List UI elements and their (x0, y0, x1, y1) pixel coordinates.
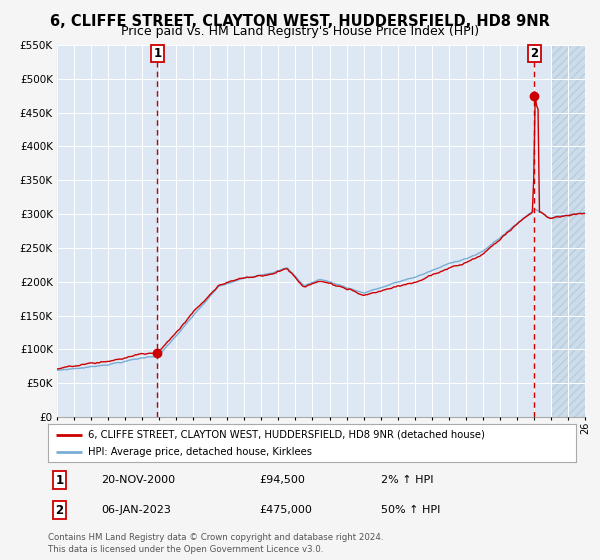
Text: 50% ↑ HPI: 50% ↑ HPI (380, 505, 440, 515)
Text: 20-NOV-2000: 20-NOV-2000 (101, 475, 175, 486)
Text: 2: 2 (56, 504, 64, 517)
Text: 6, CLIFFE STREET, CLAYTON WEST, HUDDERSFIELD, HD8 9NR: 6, CLIFFE STREET, CLAYTON WEST, HUDDERSF… (50, 14, 550, 29)
Text: £94,500: £94,500 (259, 475, 305, 486)
Text: 06-JAN-2023: 06-JAN-2023 (101, 505, 170, 515)
Text: Contains HM Land Registry data © Crown copyright and database right 2024.
This d: Contains HM Land Registry data © Crown c… (48, 533, 383, 554)
Text: 1: 1 (56, 474, 64, 487)
Text: 2% ↑ HPI: 2% ↑ HPI (380, 475, 433, 486)
Text: 1: 1 (154, 46, 161, 60)
Text: 6, CLIFFE STREET, CLAYTON WEST, HUDDERSFIELD, HD8 9NR (detached house): 6, CLIFFE STREET, CLAYTON WEST, HUDDERSF… (88, 430, 484, 440)
Bar (551, 45, 585, 417)
Text: 2: 2 (530, 46, 538, 60)
Bar (551, 45, 585, 417)
Text: HPI: Average price, detached house, Kirklees: HPI: Average price, detached house, Kirk… (88, 447, 311, 458)
Text: Price paid vs. HM Land Registry's House Price Index (HPI): Price paid vs. HM Land Registry's House … (121, 25, 479, 38)
Text: £475,000: £475,000 (259, 505, 312, 515)
